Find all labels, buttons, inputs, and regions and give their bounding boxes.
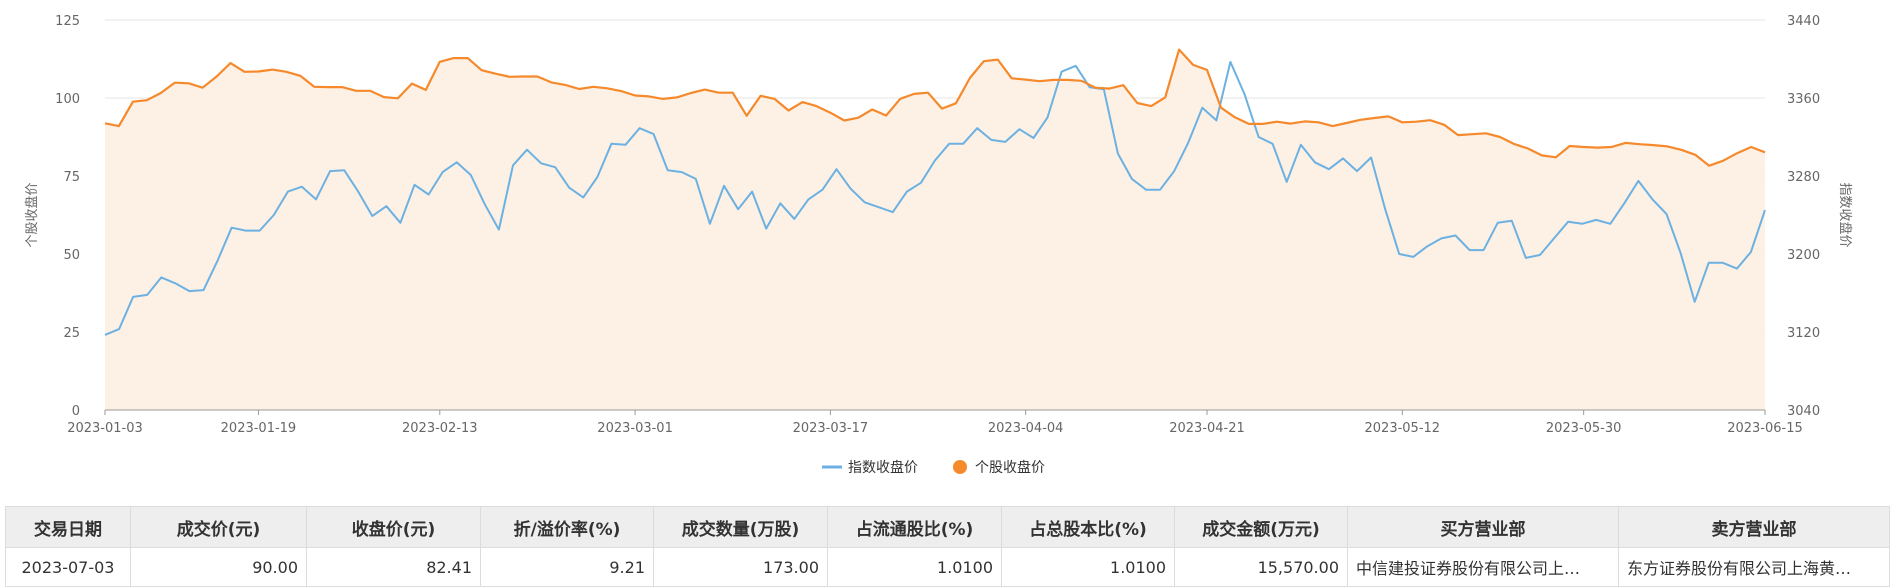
index-close-line [104, 60, 1766, 336]
cell-deal-amount: 15,570.00 [1174, 547, 1348, 587]
header-total-ratio[interactable]: 占总股本比(%) [1001, 506, 1175, 548]
left-tick-label: 75 [63, 170, 80, 185]
legend-index-label: 指数收盘价 [848, 459, 918, 476]
x-tick-label: 2023-06-15 [1727, 421, 1803, 436]
x-tick-label: 2023-02-13 [402, 421, 478, 436]
series-lines [104, 48, 1766, 336]
right-tick-label: 3200 [1787, 248, 1820, 263]
left-tick-label: 25 [63, 326, 80, 341]
right-tick-label: 3280 [1787, 170, 1820, 185]
header-trade-date[interactable]: 交易日期 [5, 506, 131, 548]
header-buyer: 买方营业部 [1347, 506, 1619, 548]
header-close-price[interactable]: 收盘价(元) [306, 506, 481, 548]
cell-seller[interactable]: 东方证券股份有限公司上海黄… [1618, 547, 1890, 587]
legend-stock-marker [953, 460, 967, 474]
x-tick-label: 2023-04-04 [988, 421, 1064, 436]
x-tick-label: 2023-05-12 [1365, 421, 1441, 436]
cell-float-ratio: 1.0100 [827, 547, 1002, 587]
legend-stock-label: 个股收盘价 [975, 459, 1045, 476]
line-chart: 0 25 50 75 100 125 3040 3120 3200 3280 3360 3440 个股收… [24, 14, 1853, 476]
chart-area: 0 25 50 75 100 125 3040 3120 3200 3280 3360 3440 个股收… [24, 14, 1853, 476]
header-premium-rate[interactable]: 折/溢价率(%) [480, 506, 654, 548]
header-deal-price[interactable]: 成交价(元) [130, 506, 307, 548]
x-tick-label: 2023-04-21 [1169, 421, 1245, 436]
left-tick-label: 50 [63, 248, 80, 263]
x-tick-label: 2023-01-03 [67, 421, 143, 436]
x-tick-label: 2023-01-19 [221, 421, 297, 436]
x-tick-label: 2023-05-30 [1546, 421, 1622, 436]
table-header-row: 交易日期 成交价(元) 收盘价(元) 折/溢价率(%) 成交数量(万股) 占流通… [5, 506, 1890, 548]
right-tick-label: 3120 [1787, 326, 1820, 341]
left-tick-label: 0 [72, 404, 80, 419]
left-tick-label: 100 [55, 92, 80, 107]
cell-close-price: 82.41 [306, 547, 481, 587]
right-tick-label: 3440 [1787, 14, 1820, 29]
header-float-ratio[interactable]: 占流通股比(%) [827, 506, 1002, 548]
cell-buyer[interactable]: 中信建投证券股份有限公司上… [1347, 547, 1619, 587]
right-axis-title: 指数收盘价 [1837, 182, 1853, 247]
cell-premium-rate: 9.21 [480, 547, 654, 587]
area-fill [105, 49, 1765, 410]
right-tick-label: 3360 [1787, 92, 1820, 107]
left-tick-label: 125 [55, 14, 80, 29]
header-seller: 卖方营业部 [1618, 506, 1890, 548]
x-tick-label: 2023-03-17 [793, 421, 869, 436]
header-deal-volume[interactable]: 成交数量(万股) [653, 506, 828, 548]
stock-close-area [105, 49, 1765, 410]
cell-deal-price: 90.00 [130, 547, 307, 587]
x-tick-label: 2023-03-01 [597, 421, 673, 436]
cell-deal-volume: 173.00 [653, 547, 828, 587]
block-trade-table: 交易日期 成交价(元) 收盘价(元) 折/溢价率(%) 成交数量(万股) 占流通… [5, 506, 1890, 587]
legend: 指数收盘价 个股收盘价 [822, 459, 1045, 476]
table-row: 2023-07-03 90.00 82.41 9.21 173.00 1.010… [5, 547, 1890, 587]
left-axis-title: 个股收盘价 [24, 182, 40, 247]
right-tick-label: 3040 [1787, 404, 1820, 419]
axes: 0 25 50 75 100 125 3040 3120 3200 3280 3360 3440 个股收… [24, 14, 1853, 436]
cell-trade-date: 2023-07-03 [5, 547, 131, 587]
stock-close-line [104, 48, 1766, 167]
header-deal-amount[interactable]: 成交金额(万元) [1174, 506, 1348, 548]
cell-total-ratio: 1.0100 [1001, 547, 1175, 587]
